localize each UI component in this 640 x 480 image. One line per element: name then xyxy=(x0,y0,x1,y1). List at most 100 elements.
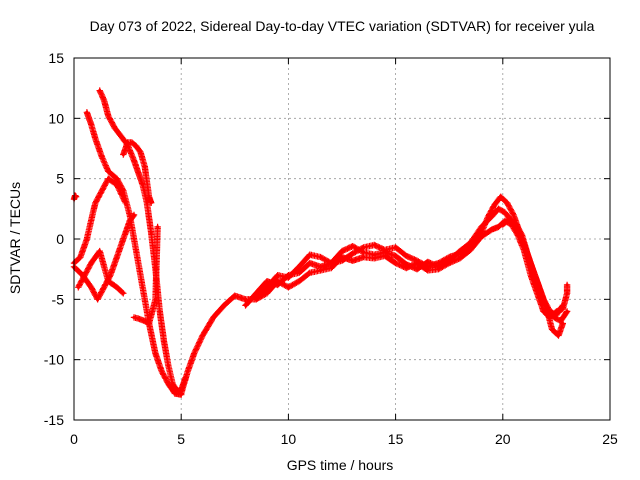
data-point xyxy=(565,291,569,295)
data-point xyxy=(254,291,258,295)
data-point xyxy=(115,183,119,187)
data-point xyxy=(458,249,462,253)
data-point xyxy=(136,171,140,175)
data-point xyxy=(265,291,269,295)
data-point xyxy=(503,210,507,215)
data-point xyxy=(458,256,462,260)
data-point xyxy=(136,317,140,321)
data-point xyxy=(158,309,162,313)
y-tick-label: 5 xyxy=(56,171,64,187)
data-point xyxy=(286,285,290,289)
data-point xyxy=(147,195,151,199)
data-point xyxy=(100,155,104,159)
data-point xyxy=(132,213,136,217)
data-point xyxy=(533,276,537,280)
data-point xyxy=(361,245,366,250)
data-point xyxy=(243,297,248,301)
data-point xyxy=(539,295,543,299)
data-point xyxy=(297,265,301,269)
data-point xyxy=(138,150,143,154)
data-point xyxy=(254,297,258,301)
data-point xyxy=(559,319,563,323)
data-point xyxy=(415,261,419,265)
data-point xyxy=(93,137,98,141)
data-point xyxy=(243,303,248,307)
data-point xyxy=(308,253,312,257)
data-point xyxy=(233,294,237,298)
data-point xyxy=(265,285,269,289)
series-track-8 xyxy=(130,223,161,327)
data-point xyxy=(78,255,83,259)
data-point xyxy=(447,261,451,265)
data-point xyxy=(297,279,301,283)
data-point xyxy=(89,261,93,265)
data-point xyxy=(394,245,398,250)
data-point xyxy=(361,255,366,259)
data-point xyxy=(329,266,333,270)
data-point xyxy=(128,219,132,223)
data-point xyxy=(108,273,113,277)
data-point xyxy=(76,285,80,289)
data-point xyxy=(147,321,151,326)
data-point xyxy=(119,134,123,139)
y-tick-label: -10 xyxy=(44,352,64,368)
data-point xyxy=(507,218,511,222)
data-point xyxy=(550,327,554,332)
data-point xyxy=(351,251,355,256)
data-point xyxy=(123,231,128,235)
data-point xyxy=(91,209,95,213)
data-point xyxy=(426,268,430,272)
data-point xyxy=(102,285,106,289)
data-point xyxy=(149,201,153,205)
data-point xyxy=(121,152,125,157)
data-point xyxy=(85,110,89,114)
data-point xyxy=(394,254,398,258)
data-point xyxy=(340,255,344,259)
data-point xyxy=(552,315,556,320)
data-point xyxy=(143,165,147,169)
y-tick-label: 10 xyxy=(48,110,64,126)
y-tick-label: 15 xyxy=(48,50,64,66)
data-point xyxy=(514,221,518,225)
series-track-12 xyxy=(499,216,571,325)
data-point xyxy=(372,253,376,257)
x-tick-label: 15 xyxy=(388,431,404,447)
data-point xyxy=(143,319,147,323)
data-point xyxy=(121,291,125,295)
data-point xyxy=(351,259,355,263)
data-point xyxy=(201,333,205,338)
data-point xyxy=(469,241,473,245)
data-point xyxy=(490,214,494,218)
data-point xyxy=(436,267,441,271)
y-tick-label: 0 xyxy=(56,231,64,247)
data-point xyxy=(318,255,323,259)
data-point xyxy=(501,222,505,227)
data-point xyxy=(318,265,323,269)
data-point xyxy=(141,285,145,289)
data-point xyxy=(115,285,119,289)
y-axis-label: SDTVAR / TECUs xyxy=(7,182,23,294)
data-point xyxy=(372,243,376,247)
data-point xyxy=(95,297,100,301)
data-point xyxy=(479,225,483,229)
data-point xyxy=(499,195,503,199)
data-point xyxy=(192,352,196,356)
data-point xyxy=(561,307,565,311)
data-point xyxy=(276,273,280,277)
data-point xyxy=(404,266,408,270)
data-point xyxy=(308,271,312,275)
y-tick-label: -15 xyxy=(44,412,64,428)
data-point xyxy=(265,279,269,283)
x-tick-label: 20 xyxy=(495,431,511,447)
data-point xyxy=(93,201,98,205)
data-point xyxy=(179,391,183,396)
data-point xyxy=(83,273,87,277)
data-point xyxy=(383,250,387,254)
data-point xyxy=(106,169,110,174)
data-point xyxy=(520,233,524,237)
data-point xyxy=(141,183,145,187)
data-point xyxy=(126,140,130,145)
data-point xyxy=(132,158,136,163)
data-point xyxy=(383,254,387,258)
